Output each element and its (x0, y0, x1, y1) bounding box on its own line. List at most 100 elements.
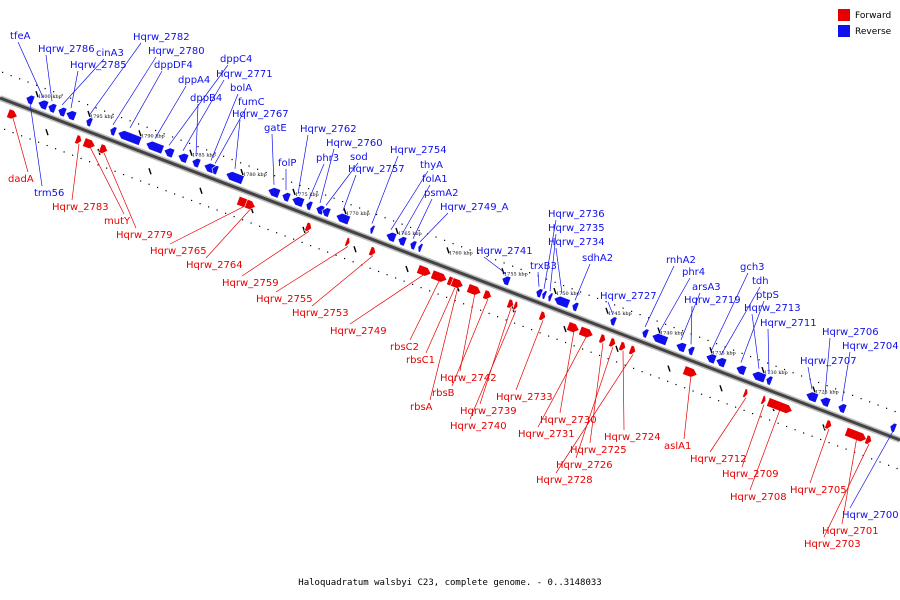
gene-rnha2-shape (641, 328, 650, 339)
tick-dot (803, 432, 805, 434)
label-hqrw-2706: Hqrw_2706 (822, 327, 879, 338)
gene-hqrw-2734 (553, 295, 571, 309)
leader-cina3 (61, 58, 105, 106)
label-hqrw-2704: Hqrw_2704 (842, 341, 899, 352)
tick-dot (879, 461, 881, 463)
tick-dot (546, 278, 548, 280)
tick-dot (794, 429, 796, 431)
tick-dot (250, 222, 252, 224)
leader-hqrw-2749 (349, 273, 426, 325)
gene-hqrw-2742-shape (466, 283, 482, 296)
leader-fola1 (401, 184, 431, 235)
tick-dot (624, 364, 626, 366)
tick-dot (231, 158, 233, 161)
label-hqrw-2727: Hqrw_2727 (600, 291, 657, 302)
leader-hqrw-2783 (71, 143, 80, 201)
label-rbsc1: rbsC1 (406, 355, 435, 366)
tick-dot (376, 213, 378, 216)
leader-rbsc2 (409, 279, 441, 341)
kbp-tick (615, 345, 619, 353)
legend-swatch-forward (838, 9, 850, 21)
gene-hqrw-2733 (538, 310, 546, 321)
tick-dot (61, 94, 63, 96)
tick-dot (80, 157, 82, 160)
gene-hqrw-2782 (85, 117, 94, 128)
gene-arsa3-shape (675, 342, 688, 354)
leader-hqrw-2709 (741, 404, 765, 468)
label-hqrw-2757: Hqrw_2757 (348, 164, 405, 175)
tick-dot (155, 129, 157, 132)
tick-dot (350, 204, 352, 206)
tick-dot (828, 442, 830, 444)
gene-sdha2 (571, 301, 580, 313)
leader-dppb4 (195, 103, 199, 156)
tick-dot (573, 345, 575, 347)
label-hqrw-2733: Hqrw_2733 (496, 392, 553, 403)
tick-dot (197, 146, 199, 148)
gene-fola1 (397, 236, 408, 247)
tick-dot (667, 380, 669, 382)
tick-dot (223, 155, 225, 157)
tick-dot (446, 296, 448, 298)
label-hqrw-2786: Hqrw_2786 (38, 44, 95, 55)
gene-hqrw-2706-shape (819, 396, 832, 408)
leader-hqrw-2705 (809, 428, 830, 484)
gene-dppb4-shape (191, 157, 202, 169)
kbp-label: 1725 kbp (815, 389, 839, 395)
tick-dot (412, 283, 414, 285)
kbp-tick (292, 188, 296, 196)
label-bola: bolA (230, 83, 252, 94)
tick-dot (157, 186, 159, 189)
gene-hqrw-2711 (765, 375, 774, 386)
tick-dot (811, 435, 813, 437)
tick-dot (393, 220, 395, 222)
tick-dot (845, 448, 847, 450)
leader-gch3 (710, 272, 749, 352)
tick-dot (182, 196, 184, 198)
tick-dot (114, 170, 116, 172)
tick-dot (435, 236, 437, 238)
gene-hqrw-2764-shape (244, 198, 256, 210)
tick-dot (70, 97, 72, 99)
label-rbsc2: rbsC2 (390, 342, 419, 353)
tick-dot (180, 139, 182, 141)
tick-dot (495, 259, 497, 261)
label-hqrw-2779: Hqrw_2779 (116, 230, 173, 241)
tick-dot (743, 409, 745, 411)
label-fola1: folA1 (422, 174, 448, 185)
tick-dot (896, 467, 898, 470)
leader-hqrw-2701 (841, 436, 858, 525)
gene-tfea-shape (37, 99, 50, 111)
label-dppc4: dppC4 (220, 54, 252, 65)
leader-hqrw-2730 (559, 330, 575, 414)
kbp-tick (605, 307, 609, 315)
leader-hqrw-2725 (589, 342, 604, 444)
leader-hqrw-2785 (70, 70, 79, 109)
kbp-tick (189, 149, 193, 156)
tick-dot (257, 168, 259, 170)
leader-hqrw-2782 (88, 42, 142, 116)
leader-hqrw-2754 (371, 155, 399, 224)
gene-muty (82, 137, 96, 149)
tick-dot (571, 288, 573, 290)
gene-hqrw-2730-shape (566, 321, 580, 333)
tick-dot (276, 232, 278, 234)
tick-dot (531, 329, 533, 331)
label-muty: mutY (104, 216, 131, 227)
label-hqrw-2742: Hqrw_2742 (440, 373, 497, 384)
gene-hqrw-2708-shape (766, 397, 793, 414)
leader-tfea (17, 41, 44, 98)
tick-dot (318, 248, 320, 250)
tick-dot (299, 184, 301, 187)
leader-hqrw-2724 (622, 350, 625, 431)
leader-hqrw-2726 (575, 346, 614, 459)
gene-hqrw-2783 (74, 134, 82, 145)
gene-rbsb (482, 289, 492, 300)
tick-dot (733, 349, 735, 351)
tick-dot (29, 138, 31, 140)
gene-hqrw-2728-shape (628, 344, 636, 356)
tick-dot (19, 78, 21, 80)
tick-dot (367, 210, 369, 212)
gene-hqrw-2785-shape (65, 110, 78, 122)
tick-dot (565, 341, 567, 344)
